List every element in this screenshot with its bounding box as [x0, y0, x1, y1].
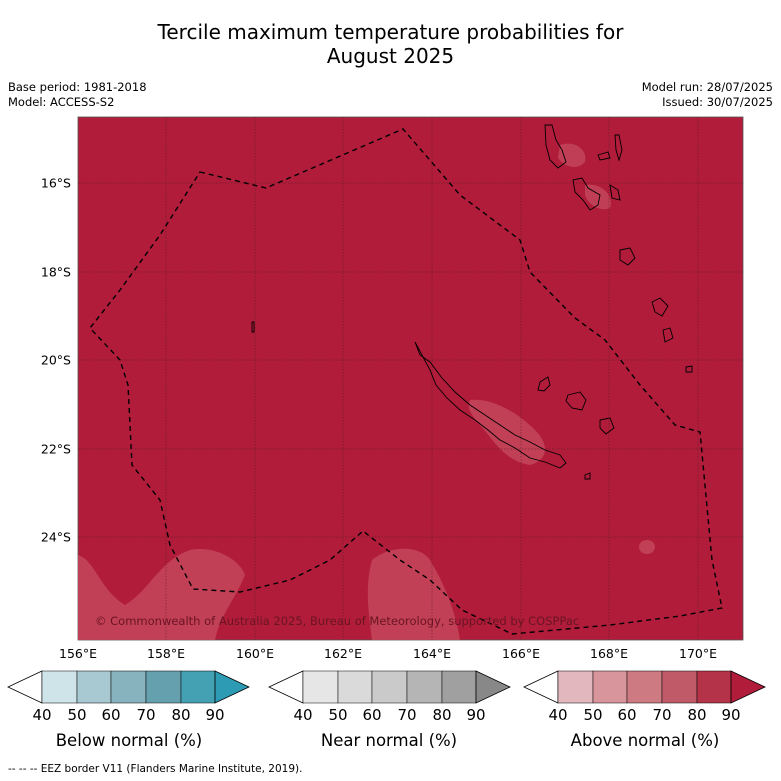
- eez-border: [89, 128, 723, 635]
- below-tick-70: 70: [136, 706, 156, 724]
- lon-label-164e: 164°E: [412, 646, 452, 661]
- near-tick-60: 60: [362, 706, 382, 724]
- vanuatu-patch-south: [585, 184, 611, 210]
- model-run-label: Model run: 28/07/2025: [641, 80, 773, 94]
- lat-label-20s: 20°S: [40, 352, 71, 368]
- lon-label-162e: 162°E: [323, 646, 363, 661]
- lower-left-patch: [78, 549, 245, 640]
- colorbar-above-title: Above normal (%): [570, 731, 720, 750]
- colorbar-near-low-arrow: [268, 670, 304, 704]
- lon-label-158e: 158°E: [146, 646, 186, 661]
- coastlines: [251, 124, 693, 480]
- lat-label-16s: 16°S: [40, 175, 71, 191]
- eez-footnote: -- -- -- EEZ border V11 (Flanders Marine…: [8, 763, 303, 775]
- probability-patches: [78, 143, 655, 640]
- near-tick-40: 40: [293, 706, 313, 724]
- vanuatu-patch-north: [558, 143, 586, 167]
- vanuatu-island-b: [614, 134, 623, 162]
- below-tick-50: 50: [67, 706, 87, 724]
- chesterfield-islet: [251, 321, 255, 333]
- vanuatu-island-a: [597, 151, 611, 161]
- vanuatu-island-c: [609, 184, 621, 201]
- lon-label-168e: 168°E: [589, 646, 629, 661]
- erromango: [651, 297, 669, 317]
- new-caledonia-coast: [414, 341, 567, 469]
- below-tick-80: 80: [171, 706, 191, 724]
- colorbar-below-title: Below normal (%): [55, 731, 203, 750]
- colorbar-near-high-arrow: [475, 670, 511, 704]
- loyalty-island-1: [537, 376, 551, 392]
- colorbar-near-title: Near normal (%): [320, 731, 458, 750]
- small-patch: [639, 540, 655, 554]
- title-line-1: Tercile maximum temperature probabilitie…: [157, 20, 624, 44]
- lon-label-156e: 156°E: [58, 646, 98, 661]
- above-tick-60: 60: [617, 706, 637, 724]
- lat-label-24s: 24°S: [40, 529, 71, 545]
- colorbar-below-high-arrow: [214, 670, 250, 704]
- lower-center-patch: [367, 548, 460, 640]
- below-tick-60: 60: [101, 706, 121, 724]
- copyright-text: © Commonwealth of Australia 2025, Bureau…: [95, 614, 580, 628]
- loyalty-island-2: [565, 391, 587, 411]
- model-label: Model: ACCESS-S2: [8, 95, 115, 109]
- isle-of-pines: [584, 472, 591, 480]
- colorbar-above: [523, 670, 766, 704]
- near-tick-70: 70: [397, 706, 417, 724]
- tanna: [662, 327, 674, 343]
- meta-left: Base period: 1981-2018 Model: ACCESS-S2: [8, 80, 147, 110]
- espiritu-santo: [544, 124, 567, 169]
- above-tick-70: 70: [652, 706, 672, 724]
- lon-label-160e: 160°E: [235, 646, 275, 661]
- malekula: [572, 177, 601, 211]
- aneityum: [685, 365, 693, 373]
- map-title: Tercile maximum temperature probabilitie…: [0, 20, 781, 68]
- base-period-label: Base period: 1981-2018: [8, 80, 147, 94]
- colorbar-below-low-arrow: [7, 670, 43, 704]
- lat-label-22s: 22°S: [40, 441, 71, 457]
- above-tick-90: 90: [721, 706, 741, 724]
- above-tick-40: 40: [548, 706, 568, 724]
- below-tick-40: 40: [32, 706, 52, 724]
- colorbar-below: [7, 670, 250, 704]
- near-tick-50: 50: [328, 706, 348, 724]
- above-tick-50: 50: [583, 706, 603, 724]
- lat-label-18s: 18°S: [40, 264, 71, 280]
- efate: [619, 247, 636, 266]
- near-tick-80: 80: [432, 706, 452, 724]
- title-line-2: August 2025: [326, 44, 455, 68]
- above-tick-80: 80: [687, 706, 707, 724]
- colorbar-above-low-arrow: [523, 670, 559, 704]
- gridlines: [78, 117, 743, 640]
- colorbar-near: [268, 670, 511, 704]
- lon-label-170e: 170°E: [678, 646, 718, 661]
- colorbar-above-high-arrow: [730, 670, 766, 704]
- near-tick-90: 90: [466, 706, 486, 724]
- lon-label-166e: 166°E: [501, 646, 541, 661]
- issued-label: Issued: 30/07/2025: [662, 95, 773, 109]
- below-tick-90: 90: [205, 706, 225, 724]
- loyalty-island-3: [599, 417, 615, 435]
- meta-right: Model run: 28/07/2025 Issued: 30/07/2025: [642, 80, 773, 110]
